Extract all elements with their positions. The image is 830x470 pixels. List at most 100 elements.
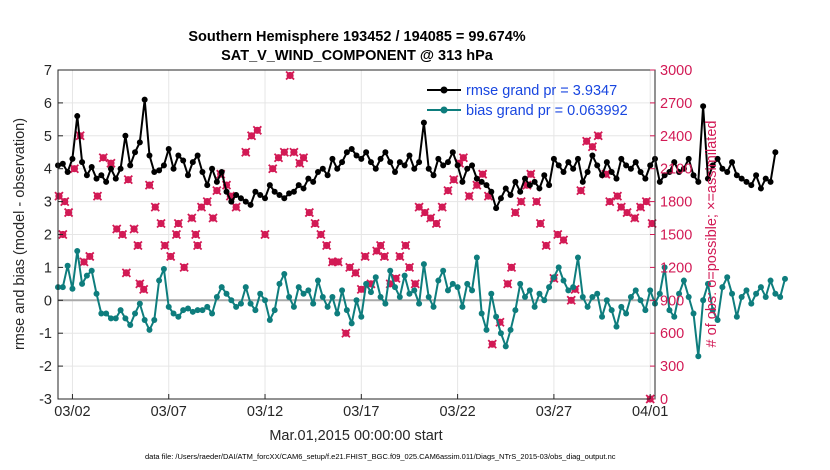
bias-point xyxy=(473,254,480,261)
rmse-point xyxy=(666,168,673,175)
rmse-point xyxy=(502,185,509,192)
bias-point xyxy=(286,294,293,301)
obs-marker-cross xyxy=(360,251,370,262)
bias-point xyxy=(420,261,427,268)
rmse-point xyxy=(507,192,514,199)
bias-point xyxy=(709,307,716,314)
obs-marker-cross xyxy=(487,339,497,349)
obs-marker-cross xyxy=(322,240,332,251)
rmse-point xyxy=(478,178,485,185)
rmse-point xyxy=(430,172,437,179)
rmse-point xyxy=(522,175,529,182)
bias-point xyxy=(522,294,529,301)
rmse-point xyxy=(136,139,143,146)
bias-point xyxy=(329,294,336,301)
rmse-point xyxy=(247,201,254,208)
rmse-point xyxy=(444,159,451,166)
obs-marker xyxy=(144,180,155,190)
rmse-point xyxy=(589,152,596,159)
bias-point xyxy=(685,294,692,301)
bias-point xyxy=(204,303,211,310)
rmse-point xyxy=(64,168,71,175)
obs-marker-cross xyxy=(616,202,626,212)
x-axis-ticks: 03/02 03/07 03/12 03/17 03/22 03/27 04/01 xyxy=(54,394,668,420)
bias-point xyxy=(180,307,187,314)
bias-point xyxy=(339,287,346,294)
right-tick-label: 2700 xyxy=(660,96,692,112)
bias-point xyxy=(401,272,408,279)
rmse-point xyxy=(642,175,649,182)
obs-marker-cross xyxy=(404,262,415,273)
bias-point xyxy=(382,300,389,307)
right-tick-label: 1800 xyxy=(660,195,692,211)
bias-point xyxy=(156,277,163,284)
rmse-point xyxy=(103,178,110,185)
rmse-point xyxy=(122,132,129,139)
obs-marker xyxy=(179,262,189,273)
rmse-point xyxy=(88,164,95,171)
rmse-point xyxy=(729,159,736,166)
rmse-point xyxy=(753,172,760,179)
bias-point xyxy=(464,280,471,287)
obs-marker xyxy=(173,218,183,229)
rmse-series xyxy=(55,96,779,212)
bias-point xyxy=(762,294,769,301)
obs-marker xyxy=(191,229,201,240)
bias-point xyxy=(560,277,567,284)
bias-point xyxy=(777,294,784,301)
rmse-point xyxy=(377,155,384,162)
bias-point xyxy=(209,310,216,317)
obs-marker-cross xyxy=(587,142,598,152)
obs-marker xyxy=(558,235,569,245)
rmse-point xyxy=(367,159,374,166)
obs-marker xyxy=(360,251,370,262)
rmse-point xyxy=(107,165,114,172)
bias-point xyxy=(676,290,683,297)
obs-marker xyxy=(622,207,632,218)
obs-marker xyxy=(641,196,651,207)
obs-marker xyxy=(566,295,576,305)
bias-point xyxy=(122,315,129,322)
rmse-point xyxy=(473,175,480,182)
bias-point xyxy=(314,277,321,284)
obs-marker-cross xyxy=(98,153,108,163)
obs-marker-cross xyxy=(395,251,405,262)
obs-marker-cross xyxy=(506,262,517,273)
obs-marker-cross xyxy=(139,284,149,294)
bias-point xyxy=(411,287,418,294)
rmse-point xyxy=(382,149,389,156)
obs-marker-cross xyxy=(333,257,343,267)
obs-marker-cross xyxy=(191,229,201,240)
rmse-point xyxy=(574,155,581,162)
obs-marker-cross xyxy=(121,268,132,278)
right-tick-label: 1200 xyxy=(660,260,692,276)
bias-point xyxy=(132,310,139,317)
bias-point xyxy=(757,284,764,291)
bias-point xyxy=(83,272,90,279)
rmse-point xyxy=(416,159,423,166)
rmse-point xyxy=(184,172,191,179)
rmse-point xyxy=(493,205,500,212)
rmse-point xyxy=(141,96,148,103)
rmse-point xyxy=(329,155,336,162)
rmse-point xyxy=(213,178,220,185)
obs-marker-cross xyxy=(112,224,122,234)
obs-marker xyxy=(85,251,95,262)
bias-point xyxy=(724,274,731,281)
rmse-point xyxy=(79,159,86,166)
bias-point xyxy=(324,303,331,310)
bias-point xyxy=(112,315,119,322)
rmse-point xyxy=(93,175,100,182)
bias-point xyxy=(223,290,230,297)
bias-point xyxy=(300,290,307,297)
rmse-point xyxy=(440,162,447,169)
bias-point xyxy=(146,326,153,333)
obs-count-markers xyxy=(54,70,657,404)
bias-point xyxy=(79,280,86,287)
rmse-point xyxy=(738,175,745,182)
obs-marker xyxy=(535,218,546,229)
obs-marker xyxy=(139,284,149,294)
obs-marker xyxy=(187,213,197,223)
obs-marker xyxy=(431,218,442,229)
rmse-point xyxy=(704,175,711,182)
